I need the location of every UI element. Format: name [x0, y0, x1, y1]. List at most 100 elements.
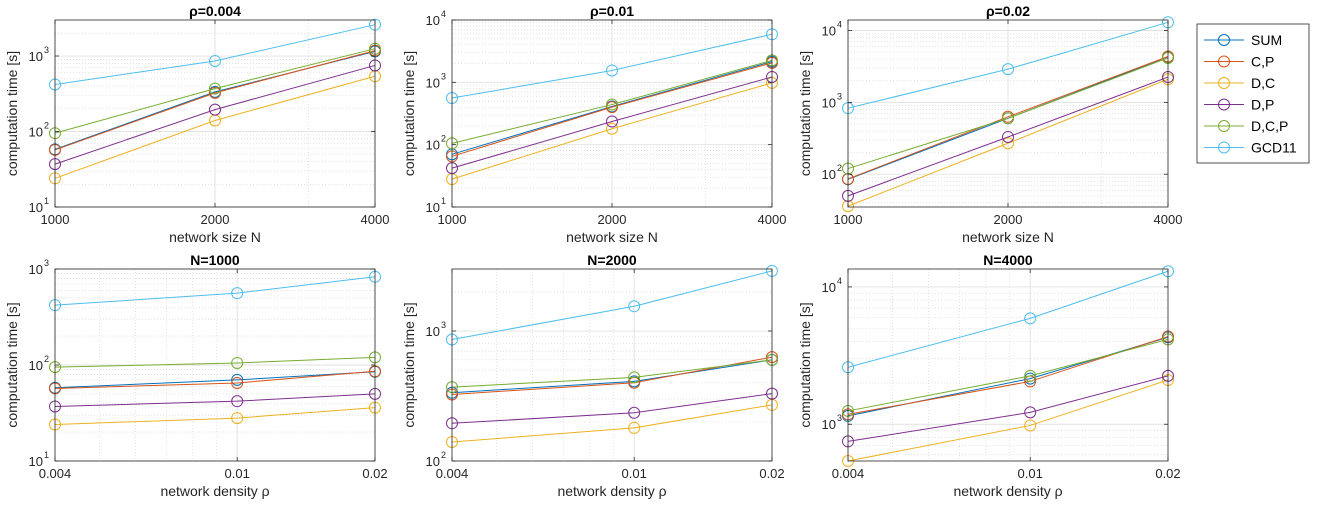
y-tick-exponent: 3 — [441, 71, 446, 81]
legend-box — [1196, 23, 1310, 164]
axes-box — [847, 268, 1169, 462]
x-tick-label: 1000 — [438, 212, 467, 227]
data-point — [231, 287, 244, 300]
x-tick-label: 4000 — [1154, 212, 1183, 227]
series-line — [847, 270, 1169, 368]
chart-title: N=1000 — [190, 252, 240, 268]
legend-marker — [1218, 77, 1230, 89]
y-tick-label: 10 — [29, 200, 43, 215]
y-axis-label: computation time [s] — [401, 302, 417, 427]
data-point — [606, 101, 618, 114]
y-tick-exponent: 2 — [837, 163, 842, 173]
chart-title: ρ=0.004 — [189, 3, 241, 19]
y-axis-label: computation time [s] — [401, 51, 417, 176]
data-point — [231, 412, 244, 425]
series-line — [54, 407, 376, 425]
legend: SUM C,P D,C D,P D,C,P GCD11 — [1196, 23, 1310, 164]
x-axis-label: network density ρ — [557, 483, 666, 499]
data-point — [1024, 372, 1037, 385]
axes-box — [451, 268, 773, 462]
x-tick-label: 0.01 — [225, 466, 250, 481]
legend-label: GCD11 — [1251, 140, 1297, 156]
series-line — [451, 59, 773, 144]
x-tick-label: 1000 — [834, 212, 863, 227]
y-tick-label: 10 — [822, 24, 836, 39]
y-tick-exponent: 3 — [837, 91, 842, 101]
data-point — [231, 373, 244, 386]
chart-title: ρ=0.01 — [590, 3, 634, 19]
data-point — [1024, 419, 1037, 432]
data-point — [1002, 112, 1014, 125]
series-line — [451, 82, 773, 180]
y-tick-exponent: 3 — [837, 413, 842, 423]
y-tick-label: 10 — [426, 75, 440, 90]
series-line — [54, 48, 376, 134]
x-tick-label: 2000 — [994, 212, 1023, 227]
x-tick-label: 0.02 — [759, 466, 784, 481]
x-axis-label: network size N — [169, 229, 261, 245]
series-line — [54, 371, 376, 389]
data-point — [231, 376, 244, 389]
series-line — [451, 61, 773, 155]
series-line — [847, 375, 1169, 442]
legend-label: D,P — [1251, 97, 1274, 113]
series-line — [847, 21, 1169, 109]
data-point — [209, 82, 221, 95]
data-point — [1002, 63, 1014, 76]
chart-title: ρ=0.02 — [986, 3, 1030, 19]
legend-marker — [1218, 120, 1230, 132]
data-point — [606, 115, 618, 128]
legend-marker — [1218, 98, 1230, 111]
y-tick-exponent: 2 — [44, 354, 49, 364]
grid — [847, 269, 1169, 461]
data-point — [209, 86, 221, 99]
data-point — [1024, 369, 1037, 382]
data-point — [606, 64, 618, 77]
y-axis-label: computation time [s] — [797, 302, 813, 427]
y-tick-label: 10 — [822, 167, 836, 182]
series-line — [451, 393, 773, 424]
data-point — [209, 54, 221, 67]
y-tick-exponent: 4 — [441, 9, 446, 19]
series-line — [847, 379, 1169, 462]
series-line — [54, 24, 376, 85]
data-point — [231, 395, 244, 408]
x-tick-label: 4000 — [758, 212, 787, 227]
series-line — [54, 393, 376, 407]
x-tick-label: 2000 — [598, 212, 627, 227]
series-line — [847, 57, 1169, 170]
legend-marker — [1218, 55, 1230, 68]
y-tick-label: 10 — [29, 262, 43, 277]
series-line — [54, 370, 376, 389]
series-d-c-p — [49, 351, 381, 374]
legend-label: SUM — [1251, 32, 1282, 48]
y-tick-label: 10 — [29, 454, 43, 469]
y-tick-label: 10 — [426, 13, 440, 28]
legend-entry: SUM — [1204, 32, 1282, 48]
x-tick-label: 4000 — [361, 212, 390, 227]
plot-area — [848, 269, 1168, 461]
y-tick-label: 10 — [822, 417, 836, 432]
chart-title: N=2000 — [587, 252, 637, 268]
x-axis-label: network density ρ — [953, 483, 1062, 499]
y-tick-exponent: 1 — [44, 450, 49, 460]
y-tick-label: 10 — [426, 138, 440, 153]
series-line — [847, 76, 1169, 197]
legend-entry: D,C — [1204, 75, 1275, 91]
series-line — [451, 62, 773, 157]
data-point — [606, 122, 618, 135]
x-tick-label: 0.01 — [622, 466, 647, 481]
series-line — [54, 64, 376, 165]
x-tick-label: 0.02 — [362, 466, 387, 481]
y-tick-label: 10 — [822, 95, 836, 110]
y-tick-label: 10 — [426, 200, 440, 215]
y-tick-label: 10 — [29, 358, 43, 373]
x-tick-label: 0.004 — [832, 466, 865, 481]
data-point — [628, 406, 641, 419]
